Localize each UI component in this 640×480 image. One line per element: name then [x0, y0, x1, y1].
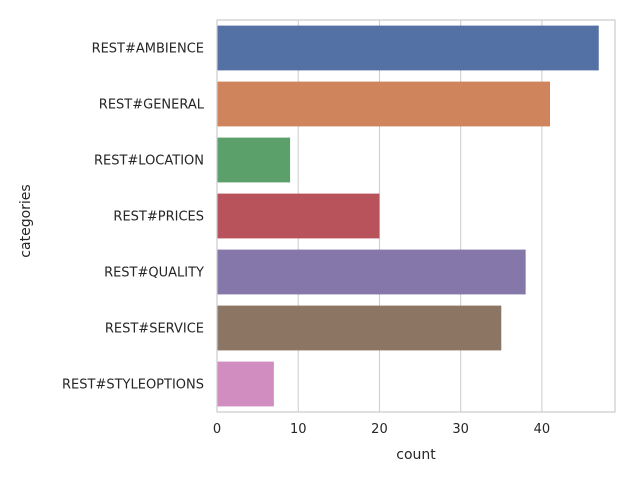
bar-rest-styleoptions — [217, 361, 274, 407]
bars — [217, 25, 599, 407]
y-tick-label: REST#QUALITY — [104, 266, 204, 281]
y-tick-label: REST#LOCATION — [94, 154, 204, 169]
bar-rest-general — [217, 81, 551, 127]
x-axis-label: count — [396, 447, 436, 463]
bar-rest-quality — [217, 249, 526, 295]
y-tick-label: REST#PRICES — [113, 210, 204, 225]
x-tick-labels: 0 10 20 30 40 — [213, 422, 550, 437]
y-tick-label: REST#STYLEOPTIONS — [62, 378, 204, 393]
x-tick-label: 0 — [213, 422, 221, 437]
y-axis-label: categories — [18, 184, 34, 257]
bar-rest-prices — [217, 193, 380, 239]
x-tick-label: 20 — [371, 422, 388, 437]
y-tick-label: REST#AMBIENCE — [92, 42, 204, 57]
plot-border — [216, 19, 616, 413]
x-tick-label: 40 — [534, 422, 551, 437]
y-tick-labels: REST#AMBIENCE REST#GENERAL REST#LOCATION RE… — [62, 42, 205, 393]
bar-rest-location — [217, 137, 291, 183]
bar-rest-ambience — [217, 25, 599, 71]
bar-rest-service — [217, 305, 502, 351]
y-tick-label: REST#GENERAL — [99, 98, 205, 113]
x-tick-label: 10 — [290, 422, 307, 437]
y-tick-label: REST#SERVICE — [105, 322, 204, 337]
x-tick-label: 30 — [452, 422, 469, 437]
plot-frame — [216, 19, 616, 413]
